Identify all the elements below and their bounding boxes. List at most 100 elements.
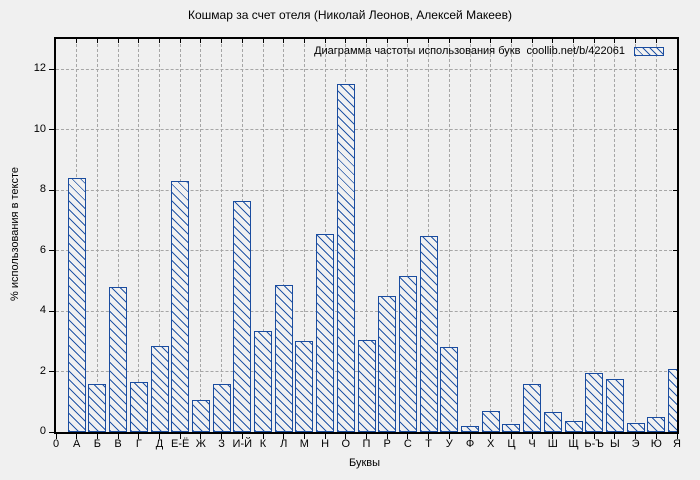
x-tick [159, 434, 160, 439]
bar-З [212, 383, 231, 432]
x-tick-mirror [531, 39, 533, 43]
y-tick [49, 250, 54, 252]
x-tick-label: Ц [507, 438, 516, 450]
x-tick [366, 434, 367, 439]
x-tick-label: О [341, 438, 351, 450]
x-tick [490, 434, 492, 439]
x-gridline [655, 39, 657, 432]
x-tick-label: Ю [650, 438, 662, 450]
x-tick-mirror [573, 39, 574, 43]
x-tick-mirror [96, 39, 98, 43]
x-tick [179, 434, 181, 439]
x-tick [96, 434, 98, 439]
bar-Ц [502, 424, 521, 432]
plot-area: Диаграмма частоты использования букв coo… [54, 37, 679, 434]
x-tick-label: В [114, 438, 122, 450]
x-tick-mirror [324, 39, 326, 43]
x-tick [676, 434, 678, 439]
y-tick-mirror [673, 189, 677, 191]
y-tick [49, 310, 54, 312]
bar-Ю [647, 416, 666, 432]
x-tick-mirror [655, 39, 657, 43]
bar-Е-Ё [171, 181, 190, 432]
bar-Я [668, 368, 677, 432]
y-tick-label: 10 [33, 122, 46, 135]
bar-Х [481, 410, 500, 432]
y-tick [49, 371, 54, 373]
x-tick-label: С [403, 438, 412, 450]
x-tick-label: А [73, 438, 81, 450]
x-tick [221, 434, 223, 439]
x-tick-mirror [303, 39, 305, 43]
x-tick [117, 434, 119, 439]
y-tick [49, 189, 54, 191]
y-tick-label: 6 [39, 243, 46, 256]
x-gridline [593, 39, 595, 432]
bar-И-Й [233, 200, 252, 432]
x-tick-label: Ы [610, 438, 620, 450]
x-tick-mirror [200, 39, 202, 43]
x-gridline [262, 39, 264, 432]
x-gridline [676, 39, 677, 432]
bar-К [254, 330, 272, 432]
bar-Э [626, 422, 645, 432]
bar-О [336, 84, 355, 432]
x-tick-mirror [614, 39, 616, 43]
bar-В [109, 286, 128, 432]
bar-Ч [523, 383, 542, 432]
bar-М [295, 341, 314, 432]
x-tick [469, 434, 471, 439]
x-gridline [552, 39, 554, 432]
x-tick-mirror [676, 39, 677, 43]
x-tick-label: Б [93, 438, 101, 450]
x-tick-label: У [445, 438, 453, 450]
x-tick-mirror [159, 39, 160, 43]
x-tick-label: Р [383, 438, 391, 450]
x-tick-mirror [510, 39, 512, 43]
x-tick-mirror [552, 39, 554, 43]
x-tick-label: Ж [195, 438, 206, 450]
bar-Ы [605, 379, 624, 432]
x-tick [55, 434, 57, 439]
y-tick [49, 68, 54, 70]
x-gridline [386, 39, 388, 432]
x-gridline [490, 39, 492, 432]
bar-Д [150, 345, 169, 432]
x-tick [200, 434, 202, 439]
bar-У [440, 347, 459, 432]
x-tick-label: Ф [465, 438, 475, 450]
y-tick-mirror [673, 250, 677, 252]
x-tick-mirror [428, 39, 430, 43]
bar-Ж [191, 400, 210, 432]
x-tick-mirror [469, 39, 471, 43]
x-tick [407, 434, 409, 439]
x-tick-label: Х [487, 438, 495, 450]
legend: Диаграмма частоты использования букв coo… [314, 45, 664, 57]
x-tick [283, 434, 285, 439]
x-tick-label: Т [425, 438, 432, 450]
y-tick-label: 2 [39, 364, 46, 377]
x-tick-mirror [138, 39, 140, 43]
x-gridline [303, 39, 305, 432]
x-tick-label: М [299, 438, 309, 450]
y-tick-mirror [673, 68, 677, 70]
x-tick [76, 434, 78, 439]
x-tick [448, 434, 450, 439]
x-tick-label: К [259, 438, 267, 450]
x-tick-label: Е-Ё [171, 438, 190, 450]
x-gridline [283, 39, 285, 432]
x-tick-label: Ч [528, 438, 536, 450]
x-tick [593, 434, 595, 439]
x-tick [241, 434, 243, 439]
x-gridline [221, 39, 223, 432]
x-tick [552, 434, 554, 439]
x-tick-mirror [448, 39, 450, 43]
bar-П [357, 339, 376, 432]
x-tick [510, 434, 512, 439]
x-tick-mirror [407, 39, 409, 43]
x-tick [324, 434, 326, 439]
x-tick-mirror [117, 39, 119, 43]
x-tick [531, 434, 533, 439]
x-gridline [614, 39, 616, 432]
